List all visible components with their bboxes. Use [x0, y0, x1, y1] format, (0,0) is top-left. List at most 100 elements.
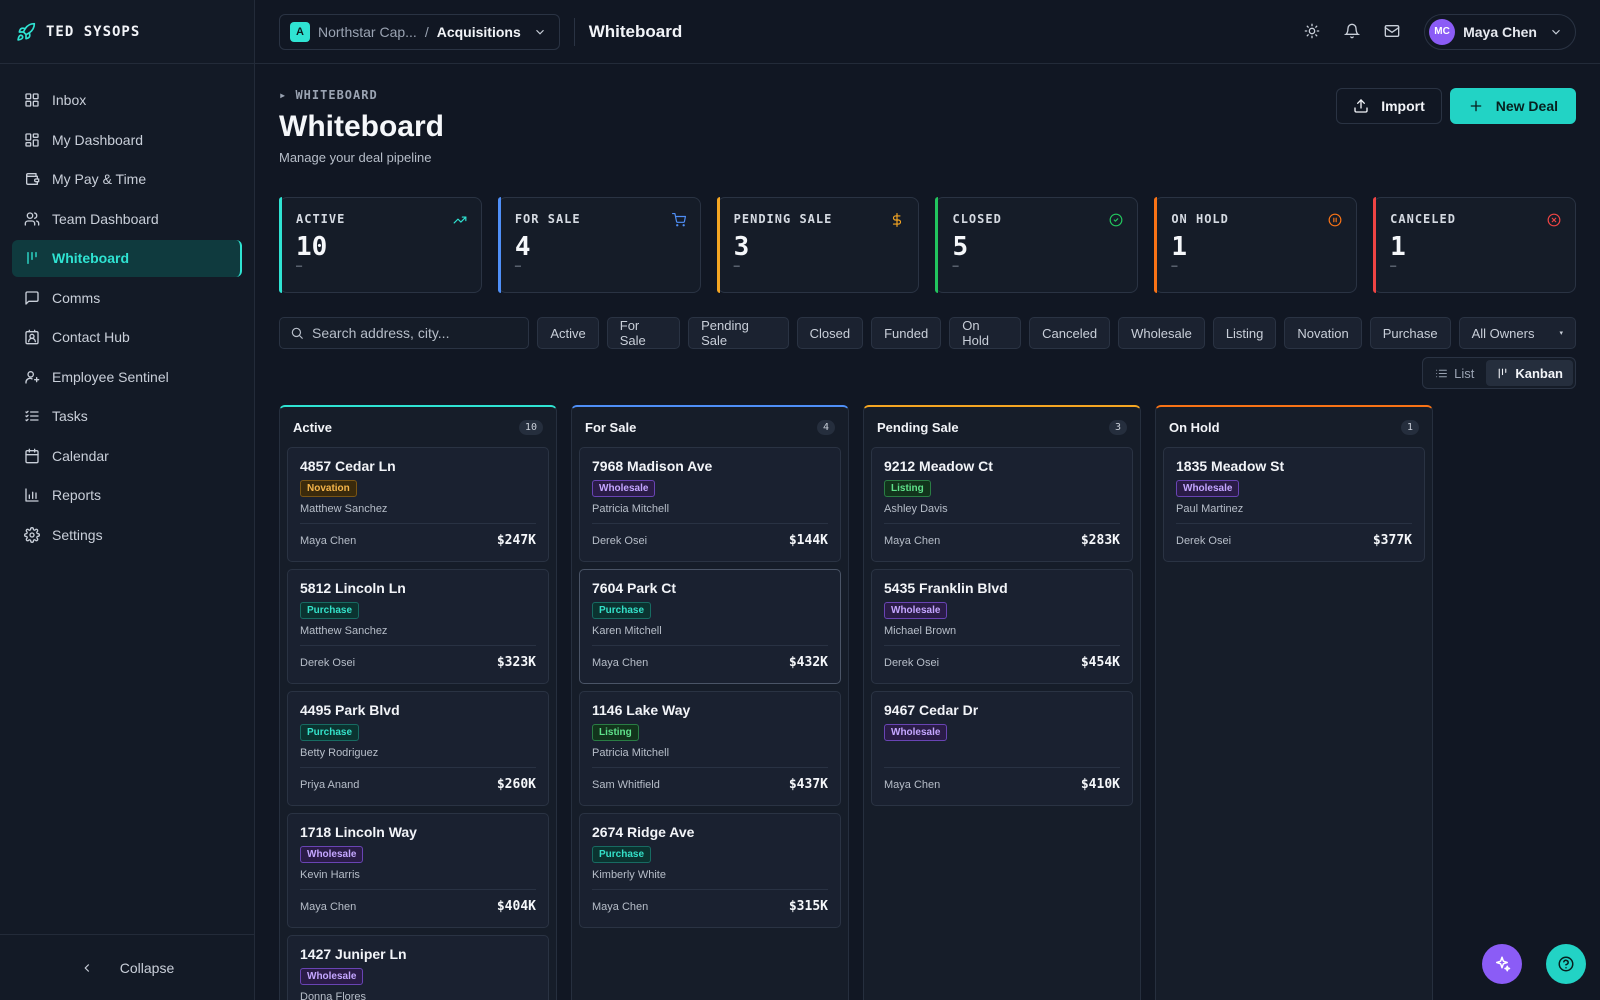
deal-card[interactable]: 7604 Park Ct Purchase Karen Mitchell Maya C…: [579, 569, 841, 684]
deal-address: 4857 Cedar Ln: [300, 458, 396, 474]
deal-footer: Maya Chen $315K: [592, 889, 828, 914]
user-shield-icon: [24, 369, 40, 385]
deal-card[interactable]: 7968 Madison Ave Wholesale Patricia Mitche…: [579, 447, 841, 562]
avatar: MC: [1429, 18, 1456, 45]
stat-card-active[interactable]: ACTIVE 10–: [279, 197, 482, 293]
mail-icon[interactable]: [1384, 23, 1402, 41]
deal-footer: Maya Chen $283K: [884, 523, 1120, 548]
team-name: Acquisitions: [436, 23, 521, 40]
sidebar-item-contact-hub[interactable]: Contact Hub: [12, 319, 242, 356]
deal-address: 4495 Park Blvd: [300, 702, 400, 718]
deal-owner: Sam Whitfield: [592, 778, 660, 791]
kanban-view-button[interactable]: Kanban: [1486, 360, 1573, 386]
import-label: Import: [1381, 98, 1425, 114]
check-circle-icon: [1109, 213, 1123, 227]
calendar-icon: [24, 448, 40, 464]
filter-chip-pending-sale[interactable]: Pending Sale: [688, 317, 789, 349]
filter-chip-funded[interactable]: Funded: [871, 317, 942, 349]
sidebar-item-settings[interactable]: Settings: [12, 517, 242, 554]
import-button[interactable]: Import: [1336, 88, 1442, 124]
filter-chip-canceled[interactable]: Canceled: [1029, 317, 1111, 349]
sidebar-item-my-dashboard[interactable]: My Dashboard: [12, 122, 242, 159]
search-box[interactable]: [279, 317, 530, 349]
chevron-left-icon: [80, 961, 94, 975]
deal-type-badge: Listing: [884, 480, 931, 497]
column-title: For Sale: [585, 419, 637, 435]
wallet-icon: [24, 171, 40, 187]
stat-card-on-hold[interactable]: ON HOLD 1–: [1154, 197, 1358, 293]
deal-footer: Maya Chen $247K: [300, 523, 536, 548]
filter-chip-for-sale[interactable]: For Sale: [606, 317, 681, 349]
stat-card-closed[interactable]: CLOSED 5–: [935, 197, 1139, 293]
sidebar-item-tasks[interactable]: Tasks: [12, 398, 242, 435]
deal-card[interactable]: 5435 Franklin Blvd Wholesale Michael Brown…: [871, 569, 1133, 684]
column-header: Active 10: [287, 407, 549, 447]
sidebar-item-team-dashboard[interactable]: Team Dashboard: [12, 201, 242, 238]
sidebar-item-whiteboard[interactable]: Whiteboard: [12, 240, 242, 277]
deal-card[interactable]: 1146 Lake Way Listing Patricia Mitchell Sam…: [579, 691, 841, 806]
owners-select[interactable]: All Owners ▾: [1458, 317, 1576, 349]
deal-card[interactable]: 1835 Meadow St Wholesale Paul Martinez Dere…: [1163, 447, 1425, 562]
deal-owner: Derek Osei: [884, 656, 940, 669]
sidebar-item-label: Team Dashboard: [52, 210, 159, 227]
stat-card-pending-sale[interactable]: PENDING SALE 3–: [716, 197, 920, 293]
filter-chip-wholesale[interactable]: Wholesale: [1118, 317, 1205, 349]
deal-card[interactable]: 1427 Juniper Ln Wholesale Donna Flores: [287, 935, 549, 1000]
sun-icon[interactable]: [1304, 23, 1322, 41]
sidebar-item-calendar[interactable]: Calendar: [12, 438, 242, 475]
kanban-column-active: Active 10 4857 Cedar Ln Novation Matthew San…: [279, 405, 557, 1000]
brand[interactable]: TED SYSOPS: [0, 0, 254, 64]
column-title: On Hold: [1169, 419, 1220, 435]
deal-type-badge: Wholesale: [300, 968, 364, 985]
upload-icon: [1353, 98, 1369, 114]
sidebar-item-employee-sentinel[interactable]: Employee Sentinel: [12, 359, 242, 396]
deal-owner: Maya Chen: [300, 900, 357, 913]
sidebar-item-reports[interactable]: Reports: [12, 477, 242, 514]
deal-card[interactable]: 4495 Park Blvd Purchase Betty Rodriguez Pri…: [287, 691, 549, 806]
deal-card[interactable]: 2674 Ridge Ave Purchase Kimberly White Maya…: [579, 813, 841, 928]
column-header: Pending Sale 3: [871, 407, 1133, 447]
stat-card-for-sale[interactable]: FOR SALE 4–: [497, 197, 701, 293]
filter-chip-listing[interactable]: Listing: [1212, 317, 1277, 349]
help-button[interactable]: [1546, 944, 1586, 984]
users-icon: [24, 211, 40, 227]
stat-card-canceled[interactable]: CANCELED 1–: [1373, 197, 1576, 293]
x-circle-icon: [1547, 213, 1561, 227]
deal-footer: Derek Osei $454K: [884, 645, 1120, 670]
search-input[interactable]: [312, 325, 512, 341]
column-count: 10: [518, 419, 543, 435]
deal-type-badge: Wholesale: [1176, 480, 1240, 497]
deal-address: 1146 Lake Way: [592, 702, 691, 718]
deal-footer: Derek Osei $144K: [592, 523, 828, 548]
org-team-selector[interactable]: A Northstar Cap... / Acquisitions: [279, 13, 560, 50]
deal-card[interactable]: 1718 Lincoln Way Wholesale Kevin Harris May…: [287, 813, 549, 928]
filter-chip-on-hold[interactable]: On Hold: [949, 317, 1022, 349]
filter-chip-active[interactable]: Active: [537, 317, 599, 349]
deal-card[interactable]: 9467 Cedar Dr Wholesale Maya Chen $410K: [871, 691, 1133, 806]
sidebar-item-label: Settings: [52, 526, 103, 543]
sidebar-item-comms[interactable]: Comms: [12, 280, 242, 317]
message-icon: [24, 290, 40, 306]
filter-chip-purchase[interactable]: Purchase: [1369, 317, 1451, 349]
pause-circle-icon: [1328, 213, 1342, 227]
collapse-button[interactable]: Collapse: [0, 934, 254, 1000]
sidebar-item-label: My Dashboard: [52, 131, 144, 148]
deal-card[interactable]: 5812 Lincoln Ln Purchase Matthew Sanchez De…: [287, 569, 549, 684]
filter-chip-novation[interactable]: Novation: [1284, 317, 1362, 349]
new-deal-button[interactable]: New Deal: [1449, 88, 1576, 124]
deal-price: $377K: [1372, 533, 1412, 548]
deal-price: $323K: [496, 655, 536, 670]
ai-assistant-button[interactable]: [1482, 944, 1522, 984]
bell-icon[interactable]: [1344, 23, 1362, 41]
deal-footer: Maya Chen $410K: [884, 767, 1120, 792]
deal-card[interactable]: 4857 Cedar Ln Novation Matthew Sanchez Maya…: [287, 447, 549, 562]
gear-icon: [24, 526, 40, 543]
deal-owner: Derek Osei: [300, 656, 356, 669]
sidebar-item-my-pay-time[interactable]: My Pay & Time: [12, 161, 242, 198]
deal-card[interactable]: 9212 Meadow Ct Listing Ashley Davis Maya Ch…: [871, 447, 1133, 562]
list-view-button[interactable]: List: [1425, 360, 1484, 386]
filter-chip-closed[interactable]: Closed: [796, 317, 864, 349]
user-menu[interactable]: MC Maya Chen: [1424, 13, 1576, 50]
deal-price: $315K: [788, 899, 828, 914]
sidebar-item-inbox[interactable]: Inbox: [12, 82, 242, 119]
